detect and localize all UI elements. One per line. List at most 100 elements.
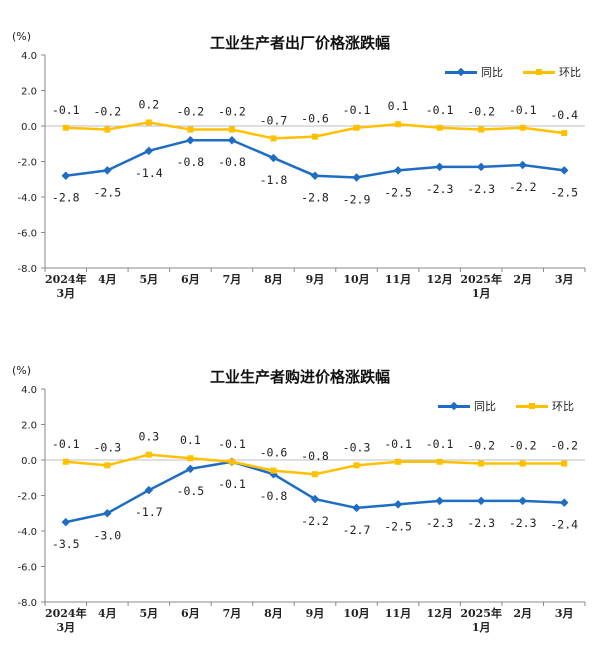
mom-data-label: -0.1 (426, 437, 454, 451)
yoy-data-label: -2.3 (426, 516, 454, 530)
yoy-data-label: -0.1 (218, 477, 246, 491)
mom-data-label: 0.1 (180, 433, 201, 447)
yoy-data-label: -3.0 (93, 528, 121, 542)
mom-point (353, 124, 360, 131)
x-tick-label: 2月 (513, 607, 532, 620)
y-tick-label: 0.0 (21, 122, 37, 133)
mom-point (395, 458, 402, 465)
x-tick-label: 11月 (385, 607, 411, 620)
x-tick-label: 2024年 (45, 272, 87, 286)
yoy-point (393, 166, 403, 175)
mom-point (187, 455, 194, 462)
yoy-data-label: -2.9 (343, 192, 371, 206)
mom-data-label: -0.2 (467, 439, 495, 453)
legend-swatch-yoy (445, 67, 477, 77)
mom-data-label: -0.1 (384, 437, 412, 451)
y-tick-label: -8.0 (17, 598, 37, 609)
mom-point (187, 126, 194, 133)
yoy-data-label: -1.8 (260, 173, 288, 187)
yoy-data-label: -2.5 (550, 185, 578, 199)
mom-point (478, 460, 485, 467)
yoy-point (559, 498, 569, 507)
legend-item-mom: 环比 (516, 398, 574, 414)
x-tick-label: 9月 (306, 273, 325, 286)
mom-data-label: -0.2 (177, 105, 205, 119)
y-tick-label: -4.0 (17, 193, 37, 204)
x-tick-label: 5月 (140, 607, 159, 620)
mom-data-label: -0.6 (260, 446, 288, 460)
x-tick-label: 4月 (98, 273, 117, 286)
yoy-data-label: -2.2 (301, 514, 329, 528)
yoy-point (269, 153, 278, 163)
yoy-data-label: -2.8 (52, 191, 80, 205)
yoy-point (435, 162, 444, 172)
yoy-data-label: -2.2 (509, 180, 537, 194)
yoy-point (559, 166, 569, 175)
yoy-data-label: -2.3 (467, 516, 495, 530)
yoy-point (61, 517, 71, 527)
yoy-data-label: -3.5 (52, 537, 80, 551)
yoy-data-label: -0.8 (177, 155, 205, 169)
yoy-data-label: -2.5 (384, 519, 412, 533)
yoy-point (518, 496, 527, 506)
mom-data-label: -0.1 (509, 103, 537, 117)
mom-data-label: -0.1 (52, 103, 80, 117)
mom-data-label: -0.1 (52, 437, 80, 451)
x-tick-label: 6月 (181, 607, 200, 620)
mom-point (228, 126, 235, 133)
x-tick-label: 8月 (264, 607, 283, 620)
ppi-output-chart-panel: (%) 工业生产者出厂价格涨跌幅 4.0 2.0 0.0 -2.0 -4.0 -6.0 -8… (12, 30, 595, 300)
mom-point (62, 458, 69, 465)
x-tick-label: 10月 (343, 607, 369, 620)
chart-title: 工业生产者出厂价格涨跌幅 (209, 34, 390, 52)
mom-point (104, 126, 111, 133)
legend-item-mom: 环比 (523, 64, 581, 80)
y-tick-label: -6.0 (17, 229, 37, 240)
mom-point (312, 471, 318, 478)
x-tick-label: 1月 (472, 621, 491, 634)
x-tick-label: 10月 (343, 273, 369, 286)
yoy-data-label: -2.3 (509, 516, 537, 530)
mom-data-label: -0.2 (550, 439, 578, 453)
legend-item-yoy: 同比 (445, 64, 503, 80)
yoy-data-label: -2.3 (426, 182, 454, 196)
legend-swatch-yoy (438, 401, 470, 411)
yoy-point (352, 173, 361, 182)
x-tick-label: 3月 (56, 287, 75, 300)
mom-data-label: -0.1 (343, 103, 371, 117)
mom-point (519, 124, 526, 131)
mom-point (436, 124, 443, 131)
x-tick-label: 3月 (555, 607, 574, 620)
yoy-data-label: -2.7 (343, 523, 371, 537)
mom-point (395, 121, 402, 128)
yoy-point (352, 503, 361, 513)
mom-point (270, 467, 277, 474)
legend-swatch-mom (523, 69, 555, 75)
y-tick-label: 2.0 (21, 87, 37, 98)
mom-data-label: -0.3 (343, 440, 371, 454)
y-tick-label: 4.0 (21, 51, 37, 62)
x-tick-label: 7月 (223, 273, 242, 286)
y-tick-label: -4.0 (17, 527, 37, 538)
ppi-purchase-chart-panel: (%) 工业生产者购进价格涨跌幅 4.0 2.0 0.0 -2.0 -4.0 -6.0 -8… (0, 334, 600, 659)
mom-point (312, 133, 318, 140)
mom-point (145, 451, 152, 458)
yoy-point (227, 135, 237, 145)
mom-point (353, 462, 360, 469)
yoy-point (476, 496, 486, 506)
mom-data-label: -0.6 (301, 112, 329, 126)
x-tick-label: 7月 (223, 607, 242, 620)
legend-item-yoy: 同比 (438, 398, 496, 414)
x-tick-label: 11月 (385, 273, 411, 286)
mom-point (270, 135, 277, 142)
yoy-point (476, 162, 486, 172)
y-tick-label: 2.0 (21, 421, 37, 432)
x-tick-label: 8月 (264, 273, 283, 286)
x-tick-label: 2月 (513, 273, 532, 286)
yoy-point (310, 494, 320, 504)
mom-point (62, 124, 69, 131)
y-tick-label: 4.0 (21, 385, 37, 396)
mom-point (561, 130, 568, 137)
chart-legend: 同比 环比 (445, 64, 595, 80)
